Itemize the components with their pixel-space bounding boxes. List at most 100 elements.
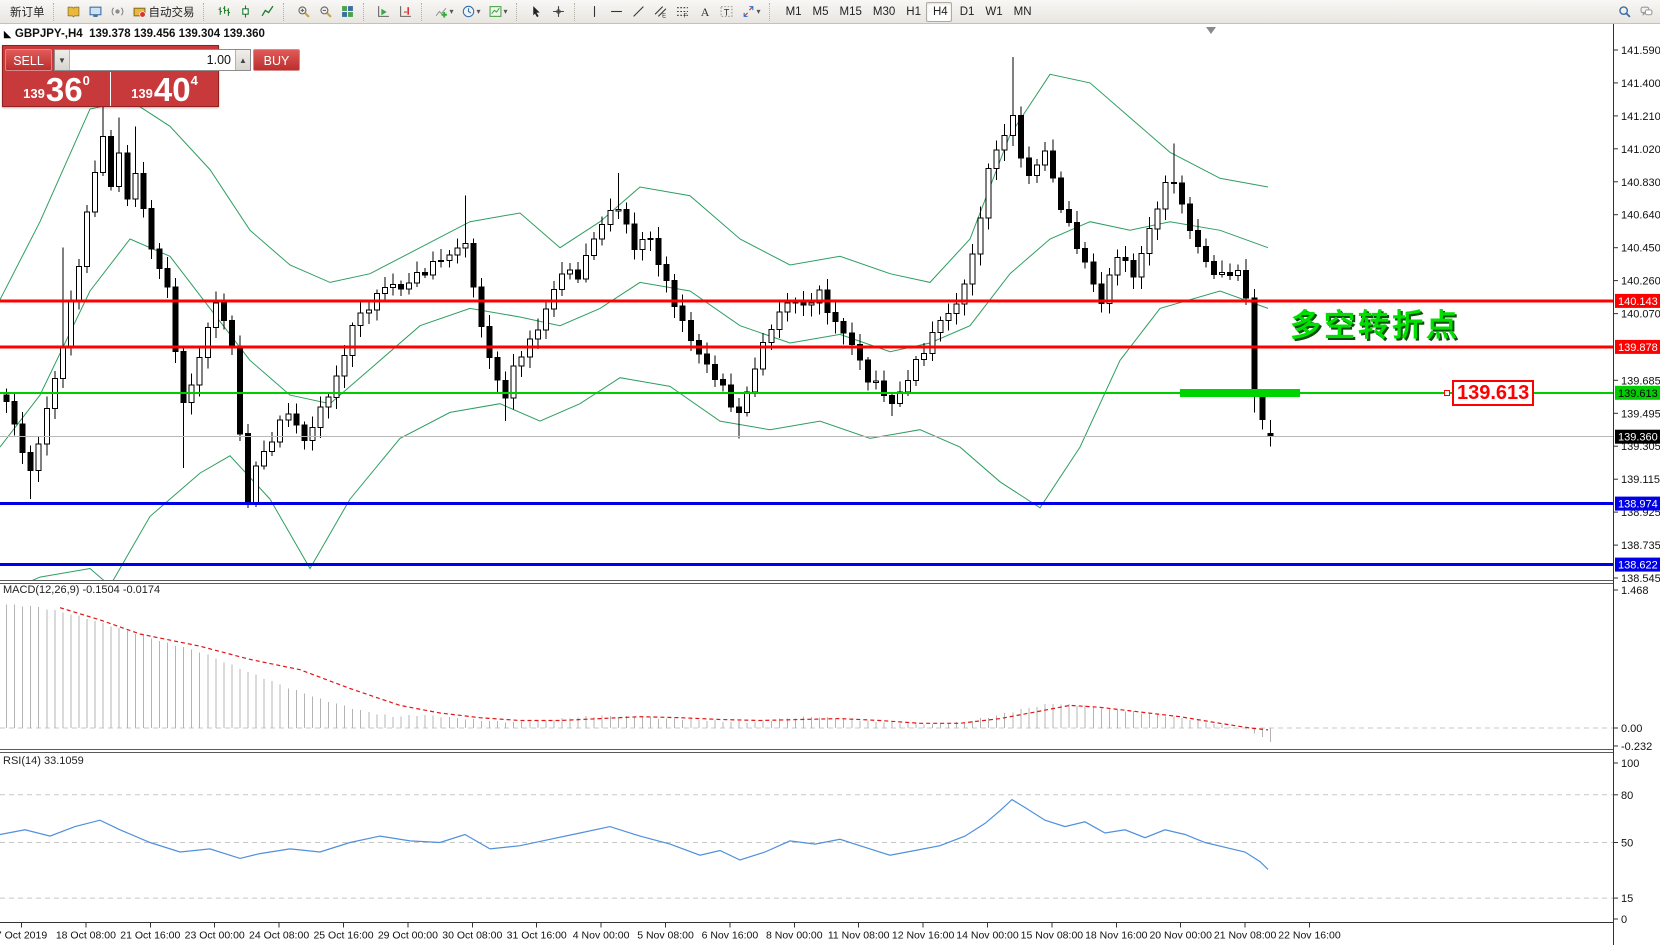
new-order-button[interactable]: 新订单 xyxy=(4,2,48,22)
text-label-button[interactable]: T xyxy=(717,2,737,22)
buy-price-sup: 4 xyxy=(190,73,198,88)
volume-input[interactable] xyxy=(70,50,235,70)
tf-mn-button[interactable]: MN xyxy=(1008,2,1035,22)
chart-shift-button[interactable] xyxy=(396,2,416,22)
book-glyph xyxy=(67,6,80,18)
cursor-button[interactable] xyxy=(527,2,547,22)
svg-text:80: 80 xyxy=(1621,790,1633,802)
signal-icon[interactable] xyxy=(108,2,128,22)
price-callout-label[interactable]: 139.613 xyxy=(1452,379,1535,406)
svg-text:141.020: 141.020 xyxy=(1621,144,1660,156)
svg-text:A: A xyxy=(701,5,710,18)
indicators-glyph xyxy=(435,7,447,18)
crosshair-button[interactable] xyxy=(549,2,569,22)
macd-histogram xyxy=(6,604,1271,742)
svg-text:141.590: 141.590 xyxy=(1621,45,1660,57)
signal-glyph xyxy=(111,7,124,16)
tf-m1-button[interactable]: M1 xyxy=(780,2,805,22)
clock-glyph xyxy=(462,5,474,18)
volume-decrease-button[interactable]: ▼ xyxy=(55,50,70,70)
svg-text:6 Nov 16:00: 6 Nov 16:00 xyxy=(702,930,759,942)
chevron-down-icon[interactable]: ▾ xyxy=(476,7,481,16)
sell-button[interactable]: SELL xyxy=(5,49,52,71)
one-click-trading-panel: SELL ▼ ▲ BUY 139 36 0 139 40 4 xyxy=(2,45,300,107)
svg-text:12 Nov 16:00: 12 Nov 16:00 xyxy=(892,930,955,942)
chart-canvas[interactable]: 141.590 141.400 141.210 141.020 140.830 140.6… xyxy=(0,24,1660,945)
svg-text:21 Nov 08:00: 21 Nov 08:00 xyxy=(1214,930,1277,942)
tf-h1-button[interactable]: H1 xyxy=(900,2,924,22)
candles-layer xyxy=(3,56,1274,508)
tf-m5-button[interactable]: M5 xyxy=(807,2,832,22)
svg-text:14 Nov 00:00: 14 Nov 00:00 xyxy=(956,930,1019,942)
volume-increase-button[interactable]: ▲ xyxy=(235,50,250,70)
zoom-in-button[interactable] xyxy=(294,2,314,22)
tiles-glyph xyxy=(342,6,353,17)
toolbar-separator xyxy=(202,2,209,21)
zoom-out-button[interactable] xyxy=(316,2,336,22)
svg-text:138.925: 138.925 xyxy=(1621,507,1660,519)
svg-text:138.622: 138.622 xyxy=(1618,560,1658,572)
tf-h4-button-label: H4 xyxy=(932,5,948,18)
market-watch-icon[interactable] xyxy=(64,2,84,22)
chart-area: 141.590 141.400 141.210 141.020 140.830 140.6… xyxy=(0,24,1660,945)
periods-button[interactable]: ▾ xyxy=(459,2,484,22)
toolbar-separator xyxy=(768,2,775,21)
buy-button[interactable]: BUY xyxy=(253,49,300,71)
autoscroll-glyph xyxy=(378,6,389,17)
svg-text:0.00: 0.00 xyxy=(1621,723,1642,735)
svg-text:7 Oct 2019: 7 Oct 2019 xyxy=(0,930,47,942)
chevron-down-icon[interactable]: ▾ xyxy=(756,7,761,16)
tf-m30-button[interactable]: M30 xyxy=(867,2,898,22)
hline-glyph xyxy=(611,10,622,13)
symbol-period-label: GBPJPY-,H4 xyxy=(14,28,83,40)
horizontal-line-button[interactable] xyxy=(607,2,627,22)
template-glyph xyxy=(489,6,501,17)
arrows-button[interactable]: ▾ xyxy=(739,2,764,22)
highlight-zone[interactable] xyxy=(1180,388,1300,397)
svg-text:29 Oct 00:00: 29 Oct 00:00 xyxy=(378,930,438,942)
bar-chart-button[interactable] xyxy=(214,2,234,22)
chart-shift-marker-icon[interactable] xyxy=(1206,27,1216,34)
fibonacci-button[interactable]: F xyxy=(673,2,693,22)
template-button[interactable]: ▾ xyxy=(486,2,511,22)
indicators-button[interactable]: ▾ xyxy=(432,2,457,22)
trendline-button[interactable] xyxy=(629,2,649,22)
line-chart-button[interactable] xyxy=(258,2,278,22)
volume-control: ▼ ▲ xyxy=(54,49,251,71)
autotrading-button[interactable]: 自动交易 xyxy=(130,2,198,22)
toolbar-separator xyxy=(515,2,522,21)
tf-d1-button[interactable]: D1 xyxy=(954,2,978,22)
search-button[interactable] xyxy=(1614,2,1634,22)
tf-h4-button[interactable]: H4 xyxy=(925,1,952,22)
annotation-text[interactable]: 多空转折点 xyxy=(1290,308,1460,343)
svg-text:139.878: 139.878 xyxy=(1618,342,1658,354)
candlestick-button[interactable] xyxy=(236,2,256,22)
autobox-glyph xyxy=(133,7,146,18)
chevron-down-icon[interactable]: ▾ xyxy=(449,7,454,16)
vertical-line-button[interactable] xyxy=(585,2,605,22)
tf-w1-button[interactable]: W1 xyxy=(979,2,1005,22)
svg-text:139.495: 139.495 xyxy=(1621,408,1660,420)
tile-windows-button[interactable] xyxy=(338,2,358,22)
svg-text:23 Oct 00:00: 23 Oct 00:00 xyxy=(185,930,245,942)
svg-text:140.450: 140.450 xyxy=(1621,243,1660,255)
time-axis[interactable]: 7 Oct 2019 18 Oct 08:00 21 Oct 16:00 23 Oct… xyxy=(0,922,1341,942)
svg-text:100: 100 xyxy=(1621,758,1639,770)
chevron-down-icon[interactable]: ▾ xyxy=(503,7,508,16)
tf-m15-button[interactable]: M15 xyxy=(834,2,865,22)
text-button[interactable]: A xyxy=(695,2,715,22)
auto-scroll-button[interactable] xyxy=(374,2,394,22)
panel-borders xyxy=(0,24,1660,945)
buy-price-base: 139 xyxy=(131,86,153,101)
navigator-icon[interactable] xyxy=(86,2,106,22)
price-axis[interactable]: 141.590 141.400 141.210 141.020 140.830 140.6… xyxy=(1613,45,1660,926)
buy-price[interactable]: 139 40 4 xyxy=(111,72,218,106)
callout-anchor-square xyxy=(1444,389,1450,396)
sell-price-sup: 0 xyxy=(82,73,90,88)
arrows-glyph xyxy=(743,6,753,17)
chat-button[interactable] xyxy=(1636,2,1656,22)
channel-button[interactable]: E xyxy=(651,2,671,22)
sell-price[interactable]: 139 36 0 xyxy=(3,72,111,106)
main-panel xyxy=(0,56,1613,580)
rsi-indicator-label: RSI(14) 33.1059 xyxy=(3,755,84,767)
